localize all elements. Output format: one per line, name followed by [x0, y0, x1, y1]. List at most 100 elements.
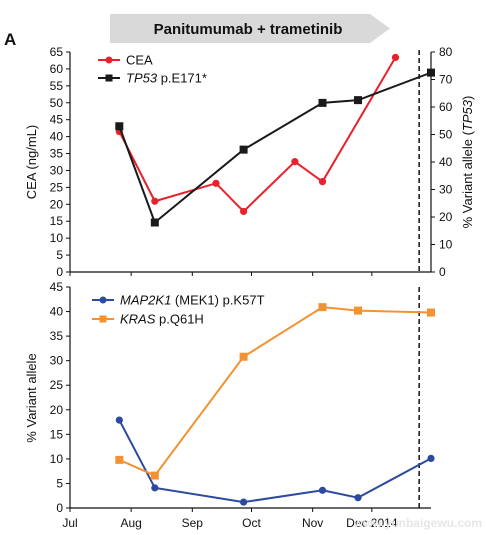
top-right-axis-title-gene: TP53 [460, 99, 475, 131]
legend-item-tp53: TP53 p.E171* [98, 71, 207, 86]
bottom-left-tick-label-8: 40 [50, 305, 64, 319]
top-left-axis-title: CEA (ng/mL) [24, 125, 39, 199]
top-left-tick-label-9: 45 [50, 113, 64, 127]
watermark-text: www.yunbaigewu.com [353, 516, 482, 530]
bottom-kras-line [118, 306, 432, 477]
bottom-x-ticks: Jul Aug Sep Oct Nov Dec 2014 [62, 508, 398, 530]
top-tp53-point-5 [427, 68, 435, 77]
top-tp53-point-1 [150, 218, 159, 227]
bottom-x-tick-label-5: Dec 2014 [346, 516, 398, 530]
legend-gene-kras: KRAS [120, 312, 156, 327]
top-cea-point-1 [151, 197, 159, 205]
top-left-tick-label-13: 65 [50, 45, 64, 59]
bottom-map2k1-point-4 [354, 494, 362, 502]
top-left-tick-label-4: 20 [50, 197, 64, 211]
bottom-left-ticks: 0 5 10 15 20 25 30 35 40 45 [50, 280, 70, 515]
legend-rest-kras: p.Q61H [155, 312, 203, 327]
top-right-tick-label-2: 20 [439, 210, 453, 224]
bottom-left-axis-title: % Variant allele [24, 353, 39, 442]
legend-rest-tp53: p.E171* [157, 71, 207, 86]
top-right-tick-label-6: 60 [439, 100, 453, 114]
legend-swatch-marker-tp53 [105, 74, 113, 82]
legend-label-kras: KRAS p.Q61H [120, 312, 204, 327]
legend-gene-tp53: TP53 [126, 71, 158, 86]
top-right-tick-label-5: 50 [439, 128, 453, 142]
bottom-map2k1-point-2 [239, 498, 248, 506]
top-tp53-line [118, 71, 432, 225]
top-cea-point-2 [212, 179, 220, 187]
top-legend: CEA TP53 p.E171* [98, 53, 207, 86]
bottom-left-tick-label-0: 0 [56, 501, 63, 515]
top-tp53-point-4 [354, 96, 363, 105]
top-tp53-point-2 [239, 145, 248, 154]
top-left-tick-label-5: 25 [50, 180, 64, 194]
top-left-tick-label-0: 0 [56, 265, 63, 279]
top-right-axis-title-prefix: % Variant allele ( [460, 130, 475, 228]
legend-gene-map2k1: MAP2K1 [120, 293, 171, 308]
legend-swatch-marker-kras [99, 315, 107, 323]
bottom-kras-point-5 [427, 308, 435, 317]
bottom-left-tick-label-7: 35 [50, 329, 64, 343]
bottom-x-tick-label-2: Sep [182, 516, 204, 530]
top-cea-point-5 [318, 178, 327, 186]
top-right-axis-title-suffix: ) [460, 96, 475, 100]
bottom-kras-point-0 [115, 455, 124, 464]
legend-item-cea: CEA [98, 53, 153, 68]
bottom-x-tick-label-0: Jul [62, 516, 77, 530]
treatment-label: Panitumumab + trametinib [154, 21, 343, 38]
top-right-tick-label-4: 40 [439, 155, 453, 169]
top-right-tick-label-3: 30 [439, 183, 453, 197]
top-chart: 0 5 10 15 20 25 30 35 40 45 50 55 60 65 0 10 20 30 40 50 60… [24, 45, 475, 279]
bottom-map2k1-point-1 [151, 484, 159, 492]
top-left-tick-label-2: 10 [50, 231, 64, 245]
top-right-tick-label-8: 80 [439, 45, 453, 59]
top-cea-point-6 [391, 53, 400, 62]
bottom-kras-point-3 [318, 303, 327, 312]
legend-swatch-marker-map2k1 [99, 296, 107, 304]
top-left-tick-label-12: 60 [50, 62, 64, 76]
legend-item-kras: KRAS p.Q61H [92, 312, 204, 327]
panel-label: A [4, 30, 16, 49]
bottom-map2k1-point-5 [427, 454, 435, 462]
bottom-chart: 0 5 10 15 20 25 30 35 40 45 Jul Aug Sep Oct Nov Dec 20… [24, 280, 435, 530]
top-right-tick-label-1: 10 [439, 238, 453, 252]
bottom-left-tick-label-2: 10 [50, 452, 64, 466]
bottom-left-tick-label-6: 30 [50, 354, 64, 368]
top-tp53-point-0 [115, 122, 124, 131]
legend-item-map2k1: MAP2K1 (MEK1) p.K57T [92, 293, 265, 308]
bottom-x-tick-label-4: Nov [302, 516, 323, 530]
top-left-tick-label-3: 15 [50, 214, 64, 228]
bottom-left-tick-label-5: 25 [50, 378, 64, 392]
legend-label-cea: CEA [126, 53, 153, 68]
top-left-tick-label-6: 30 [50, 163, 64, 177]
bottom-kras-point-4 [354, 306, 363, 315]
bottom-map2k1-line [118, 419, 432, 504]
legend-swatch-marker-cea [105, 56, 113, 64]
top-cea-point-4 [291, 158, 299, 166]
top-cea-point-3 [239, 207, 248, 216]
bottom-left-tick-label-3: 15 [50, 427, 64, 441]
bottom-map2k1-point-3 [318, 486, 327, 494]
legend-label-tp53: TP53 p.E171* [126, 71, 207, 86]
bottom-kras-point-2 [239, 352, 248, 361]
bottom-kras-point-1 [150, 471, 159, 480]
bottom-left-tick-label-4: 20 [50, 403, 64, 417]
legend-rest-cea: CEA [126, 53, 153, 68]
top-tp53-point-3 [318, 98, 327, 107]
top-left-tick-label-7: 35 [50, 147, 64, 161]
bottom-left-tick-label-9: 45 [50, 280, 64, 294]
top-right-tick-label-7: 70 [439, 73, 453, 87]
top-left-tick-label-11: 55 [50, 79, 64, 93]
bottom-left-tick-label-1: 5 [56, 476, 63, 490]
top-series-group [115, 53, 435, 227]
legend-rest-map2k1: (MEK1) p.K57T [171, 293, 264, 308]
top-right-tick-label-0: 0 [439, 265, 446, 279]
top-right-axis-title: % Variant allele (TP53) [460, 96, 475, 229]
bottom-x-tick-label-1: Aug [120, 516, 141, 530]
bottom-series-group [115, 303, 435, 506]
legend-label-map2k1: MAP2K1 (MEK1) p.K57T [120, 293, 265, 308]
top-left-ticks: 0 5 10 15 20 25 30 35 40 45 50 55 60 65 [50, 45, 373, 279]
bottom-map2k1-point-0 [115, 416, 123, 424]
top-left-tick-label-10: 50 [50, 96, 64, 110]
